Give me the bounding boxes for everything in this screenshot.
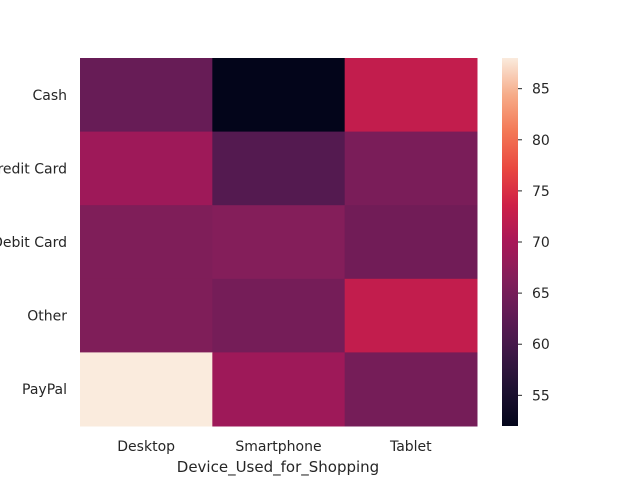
heatmap-cell <box>344 131 478 206</box>
y-tick-label: Debit Card <box>0 235 67 251</box>
heatmap-cell <box>344 205 478 280</box>
heatmap-cell <box>80 278 213 353</box>
colorbar-tick-label: 55 <box>532 388 550 404</box>
heatmap-cell <box>212 58 346 133</box>
heatmap-cell <box>80 58 213 133</box>
heatmap-cell <box>344 278 478 353</box>
heatmap-cell <box>80 205 213 280</box>
colorbar-tick-label: 85 <box>532 82 550 98</box>
heatmap-cell <box>344 352 478 427</box>
colorbar-ticks: 55 60 65 70 75 80 85 <box>518 82 550 404</box>
y-tick-label: PayPal <box>22 382 67 398</box>
heatmap-cell <box>80 352 213 427</box>
heatmap-cell <box>212 278 346 353</box>
y-tick-label: Credit Card <box>0 161 67 177</box>
colorbar-tick-label: 65 <box>532 286 550 302</box>
heatmap-cell <box>344 58 478 133</box>
heatmap-cell <box>80 131 213 206</box>
x-tick-label: Tablet <box>389 439 432 455</box>
colorbar-tick-label: 75 <box>532 184 550 200</box>
heatmap-cell <box>212 352 346 427</box>
colorbar-tick-label: 80 <box>532 133 550 149</box>
y-tick-label: Cash <box>32 88 67 104</box>
y-tick-labels: Cash Credit Card Debit Card Other PayPal <box>0 88 67 398</box>
heatmap-cell <box>212 131 346 206</box>
x-axis-label: Device_Used_for_Shopping <box>177 458 379 477</box>
heatmap-cell <box>212 205 346 280</box>
x-tick-labels: Desktop Smartphone Tablet <box>117 439 432 455</box>
x-tick-label: Smartphone <box>235 439 321 455</box>
colorbar-tick-label: 70 <box>532 235 550 251</box>
colorbar <box>502 58 518 426</box>
colorbar-tick-label: 60 <box>532 337 550 353</box>
x-tick-label: Desktop <box>117 439 175 455</box>
heatmap-cells <box>80 58 478 427</box>
y-tick-label: Other <box>27 309 67 325</box>
